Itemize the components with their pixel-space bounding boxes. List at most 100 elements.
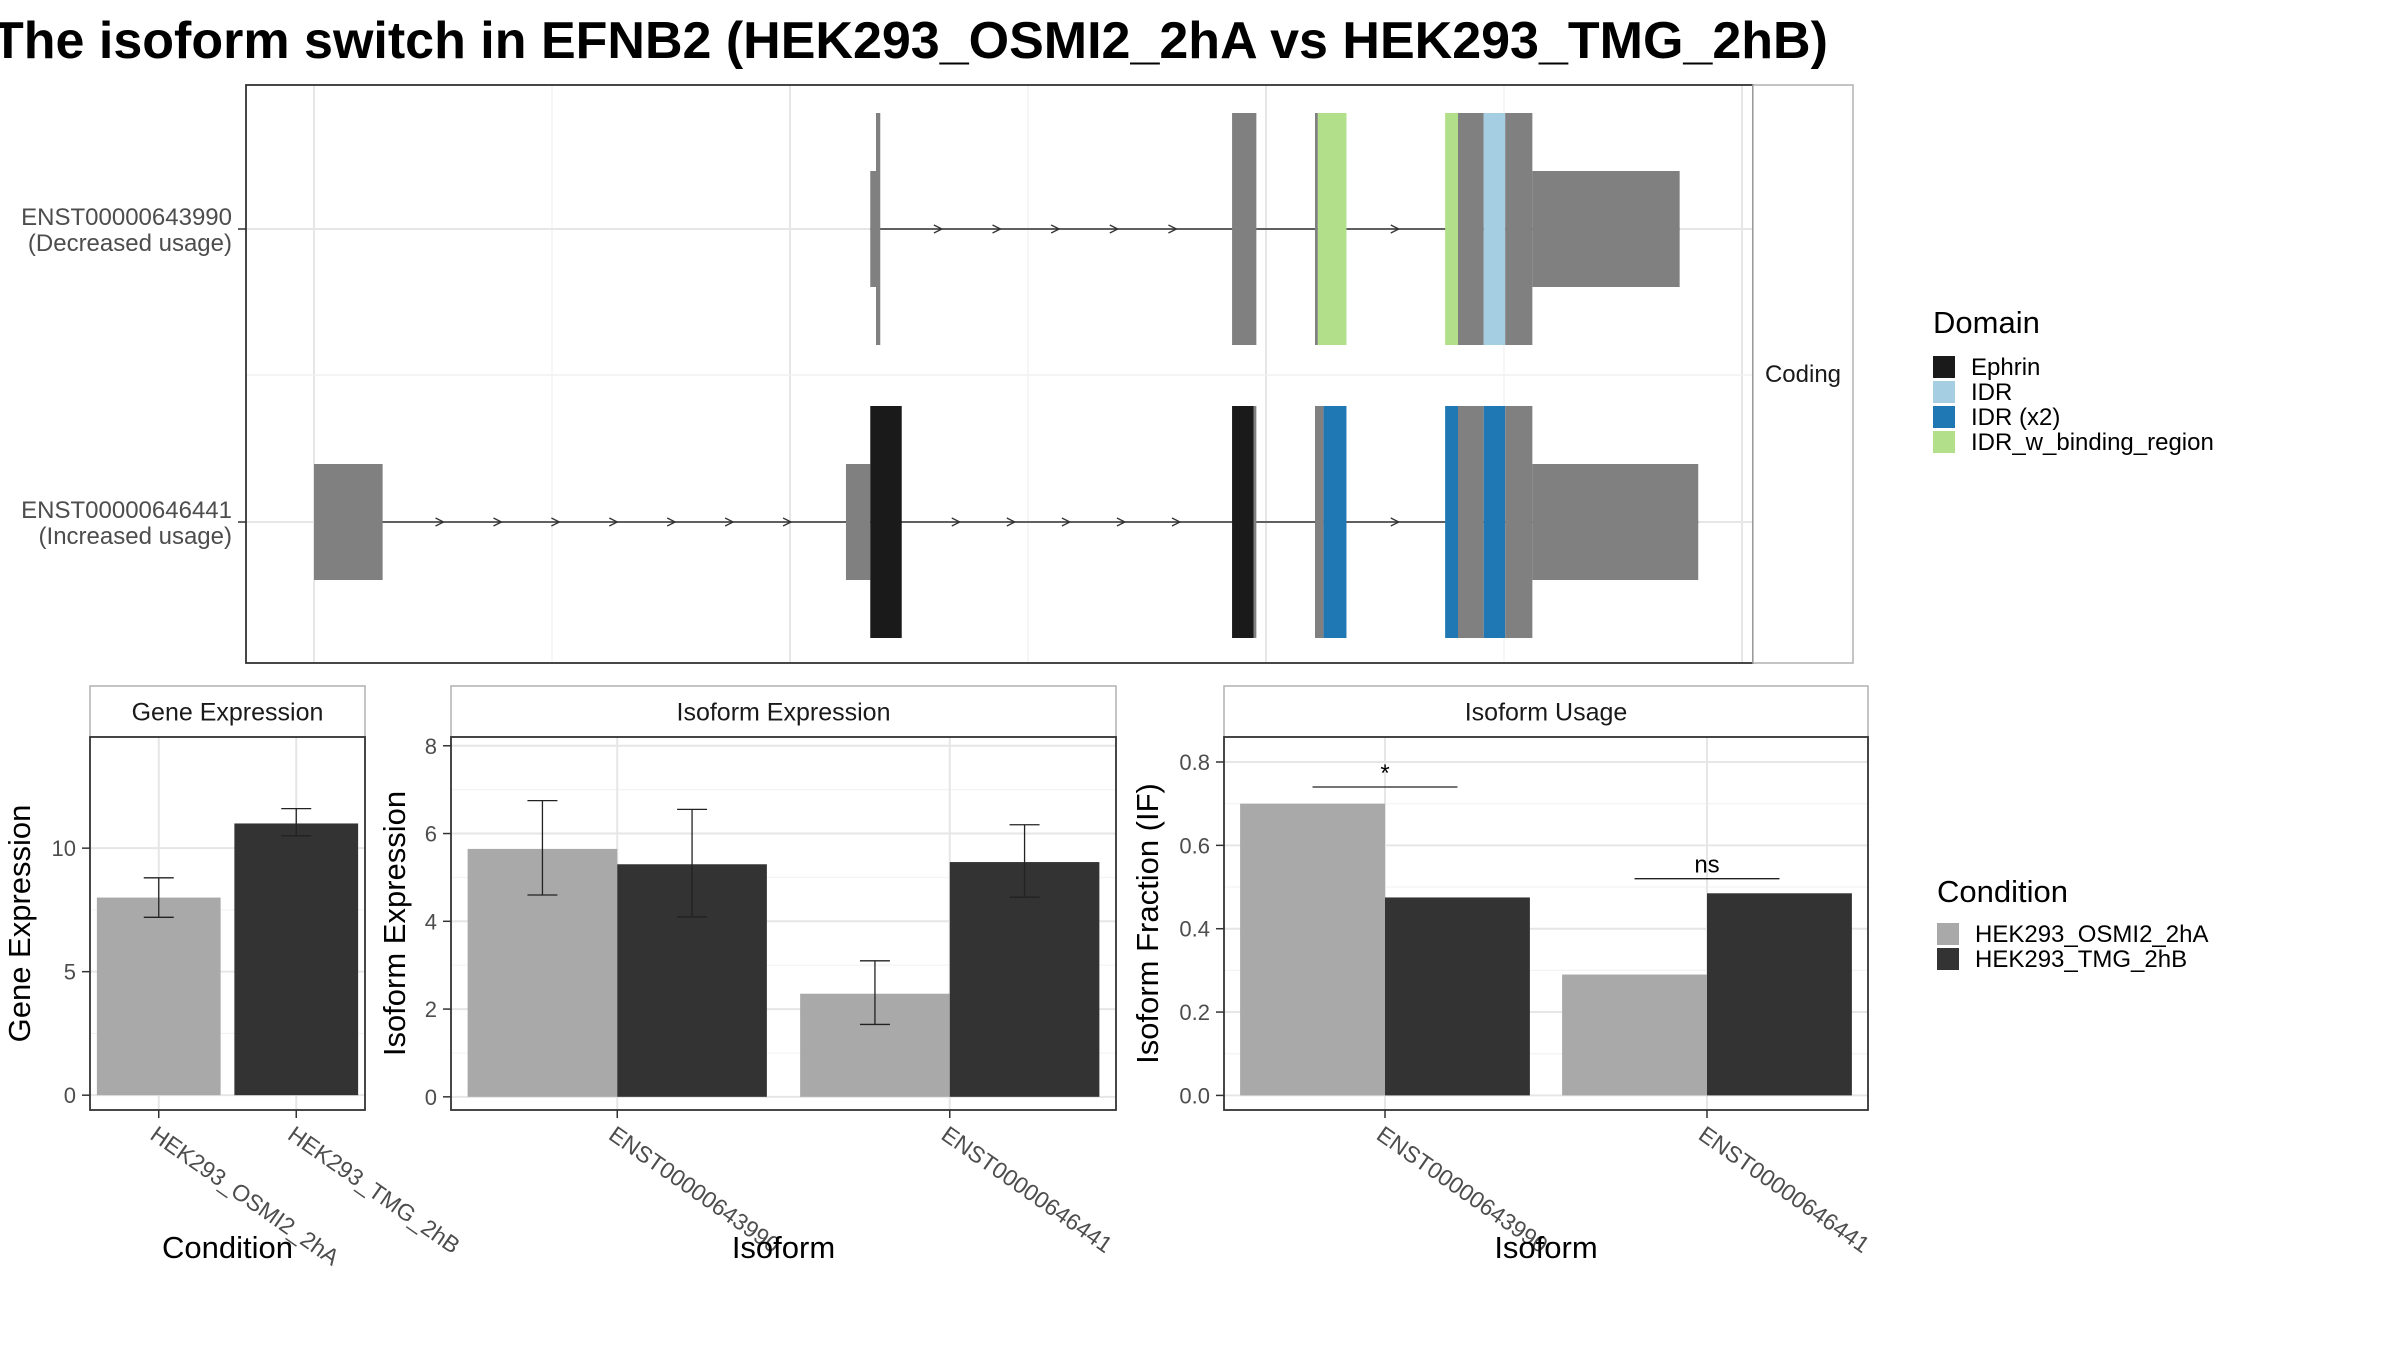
intron-direction-arrow [551, 517, 561, 527]
bar [949, 862, 1100, 1097]
panel-axis-title-x: Isoform [1494, 1230, 1597, 1265]
exon-segment [1315, 113, 1318, 345]
domain-segment [1483, 406, 1506, 638]
panel-tick-label-y: 0.2 [1179, 1000, 1210, 1025]
panel-strip [1223, 685, 1869, 738]
panel-tick-label-y: 0.8 [1179, 750, 1210, 775]
exon-segment [870, 171, 876, 287]
intron-direction-arrow [493, 517, 503, 527]
facet-strip-label: Coding [1765, 361, 1841, 388]
bar [1562, 974, 1707, 1096]
panel-strip [450, 685, 1117, 738]
transcript-usage-label: (Decreased usage) [28, 230, 232, 257]
panel-strip-title: Isoform Expression [677, 699, 891, 727]
panel-tick-label-y: 5 [64, 960, 76, 985]
gene-structure-plot: ENST00000643990(Decreased usage) ENST0000… [21, 84, 1854, 664]
exon-segment [1458, 406, 1484, 638]
transcript-usage-label: (Increased usage) [39, 523, 232, 550]
panel-strip-title: Gene Expression [132, 699, 324, 727]
domain-segment [1232, 406, 1254, 638]
condition-legend-entry: HEK293_TMG_2hB [1975, 946, 2187, 973]
panel-tick-label-x: ENST00000646441 [937, 1121, 1117, 1258]
intron-direction-arrow [782, 517, 793, 527]
figure-title: The isoform switch in EFNB2 (HEK293_OSMI… [0, 12, 1828, 70]
intron-direction-arrow [1050, 224, 1061, 234]
domain-segment [1323, 406, 1347, 638]
intron-direction-arrow [724, 517, 735, 527]
panel-tick-label-y: 4 [425, 909, 437, 934]
bar [96, 897, 221, 1096]
facet-strip [1752, 84, 1854, 664]
intron-direction-arrow [1109, 224, 1120, 234]
condition-legend-key [1937, 923, 1959, 945]
bar [1240, 803, 1385, 1096]
significance-label: * [1380, 760, 1389, 787]
bar [1707, 893, 1852, 1096]
intron-direction-arrow [666, 517, 677, 527]
panel-axis-title-y: Gene Expression [2, 805, 37, 1043]
panel-tick-label-y: 0.0 [1179, 1083, 1210, 1108]
intron-direction-arrow [609, 517, 619, 527]
intron-direction-arrow [933, 224, 944, 234]
intron-direction-arrow [1006, 517, 1017, 527]
panel-axis-title-y: Isoform Expression [377, 791, 412, 1056]
domain-segment [1445, 113, 1458, 345]
domain-legend-key [1933, 406, 1955, 428]
exon-segment [314, 464, 383, 580]
domain-segment [870, 406, 902, 638]
panel-tick-label-x: ENST00000646441 [1694, 1121, 1874, 1258]
exon-segment [1532, 171, 1680, 287]
exon-segment [1232, 113, 1257, 345]
panel-border [1223, 736, 1869, 1111]
intron-direction-arrow [1390, 224, 1401, 234]
exon-segment [845, 464, 871, 580]
condition-legend-key [1937, 948, 1959, 970]
domain-segment [1445, 406, 1458, 638]
domain-legend-key [1933, 356, 1955, 378]
domain-legend-entry: Ephrin [1971, 354, 2040, 381]
panel-tick-label-y: 0 [425, 1085, 437, 1110]
domain-legend-key [1933, 381, 1955, 403]
panel-border [450, 736, 1117, 1111]
panel-border [89, 736, 366, 1111]
exon-segment [1505, 113, 1533, 345]
intron-direction-arrow [951, 517, 962, 527]
intron-direction-arrow [1171, 517, 1182, 527]
panel-axis-title-x: Condition [162, 1230, 293, 1265]
domain-legend-entry: IDR_w_binding_region [1971, 429, 2214, 456]
domain-legend-entry: IDR (x2) [1971, 404, 2060, 431]
exon-segment [1315, 406, 1324, 638]
panel-tick-label-y: 2 [425, 997, 437, 1022]
exon-segment [1505, 406, 1533, 638]
exon-segment [1532, 464, 1699, 580]
intron-direction-arrow [1168, 224, 1178, 234]
significance-label: ns [1694, 852, 1719, 879]
panel-strip-title: Isoform Usage [1465, 699, 1628, 727]
exon-segment [1253, 406, 1257, 638]
panel-axis-title-y: Isoform Fraction (IF) [1130, 783, 1165, 1064]
bar [1385, 897, 1530, 1096]
transcript-id-label: ENST00000646441 [21, 497, 232, 524]
bar [234, 823, 359, 1096]
panel-tick-label-y: 8 [425, 734, 437, 759]
intron-direction-arrow [435, 517, 446, 527]
domain-segment [1317, 113, 1347, 345]
intron-direction-arrow [1390, 517, 1401, 527]
condition-legend-title: Condition [1937, 874, 2068, 909]
domain-segment [1483, 113, 1506, 345]
condition-legend-entry: HEK293_OSMI2_2hA [1975, 921, 2208, 948]
intron-direction-arrow [1061, 517, 1072, 527]
panel-tick-label-y: 0.4 [1179, 917, 1210, 942]
exon-segment [1458, 113, 1484, 345]
intron-direction-arrow [1116, 517, 1127, 527]
intron-direction-arrow [992, 224, 1002, 234]
panel-tick-label-y: 0 [64, 1083, 76, 1108]
domain-legend-title: Domain [1933, 305, 2040, 340]
domain-legend-entry: IDR [1971, 379, 2012, 406]
panel-tick-label-y: 0.6 [1179, 833, 1210, 858]
panel-axis-title-x: Isoform [732, 1230, 835, 1265]
isoform-usage-panel: Isoform Usage0.00.20.40.60.8ENST00000643… [1130, 685, 1875, 1265]
